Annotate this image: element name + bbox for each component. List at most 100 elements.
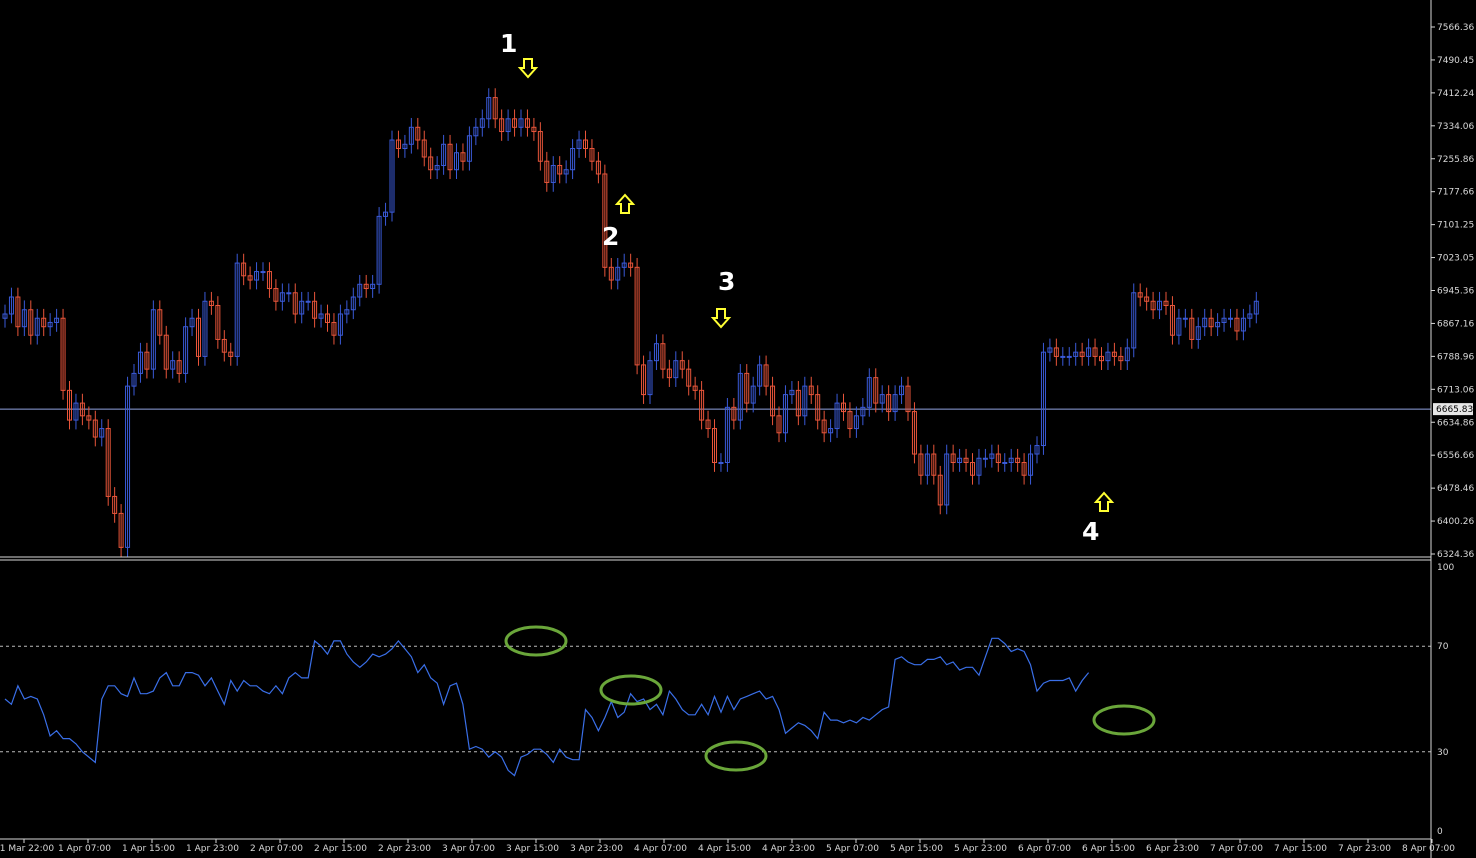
candle-body [286, 292, 292, 295]
candle-body [363, 283, 369, 290]
time-tick-label: 2 Apr 15:00 [314, 844, 367, 854]
candle-body [1144, 296, 1150, 302]
candle-body [550, 164, 556, 183]
candle-body [563, 169, 569, 175]
candle-body [28, 309, 34, 336]
candle-body [1086, 347, 1092, 357]
candle-body [1092, 347, 1098, 357]
candle-body [1079, 351, 1085, 357]
candle-body [247, 275, 253, 281]
candle-body [647, 360, 653, 396]
candle-body [196, 317, 201, 357]
candle-body [660, 343, 666, 370]
time-tick-label: 7 Apr 15:00 [1274, 844, 1327, 854]
annotations: 1 2 3 4 [500, 29, 1156, 772]
candle-body [376, 215, 382, 285]
time-tick-label: 6 Apr 23:00 [1146, 844, 1199, 854]
rsi-highlight-circle [504, 625, 568, 657]
annotation-label: 3 [718, 267, 735, 296]
candle-body [1221, 317, 1227, 323]
time-tick-label: 7 Apr 07:00 [1210, 844, 1263, 854]
candle-body [1150, 300, 1156, 311]
rsi-tick-label: 30 [1437, 748, 1449, 758]
candle-body [421, 139, 427, 158]
candle-body [331, 321, 337, 336]
rsi-pane[interactable] [0, 637, 1431, 777]
candle-body [621, 262, 627, 268]
candle-body [1008, 457, 1014, 464]
candle-body [699, 389, 705, 421]
rsi-highlight-circle [704, 740, 768, 772]
candle-body [1105, 351, 1111, 362]
time-tick-label: 5 Apr 15:00 [890, 844, 943, 854]
candle-body [899, 385, 905, 396]
candle-body [686, 368, 692, 387]
candle-body [512, 118, 518, 128]
price-tick-label: 6556.66 [1437, 451, 1474, 461]
candle-body [615, 266, 621, 281]
candle-body [679, 360, 685, 370]
candle-body [279, 292, 285, 302]
time-tick-label: 31 Mar 22:00 [0, 844, 54, 854]
price-tick-label: 7334.06 [1437, 122, 1474, 132]
candle-body [789, 389, 795, 396]
price-tick-label: 7412.24 [1437, 89, 1474, 99]
candle-body [744, 372, 750, 404]
candle-body [628, 262, 634, 268]
candle-body [163, 334, 169, 370]
candle-body [357, 283, 363, 298]
candle-body [318, 313, 324, 319]
candle-body [408, 126, 414, 145]
time-tick-label: 2 Apr 23:00 [378, 844, 431, 854]
candle-body [641, 364, 647, 396]
candle-body [325, 313, 330, 323]
candle-body [963, 457, 969, 464]
candle-body [118, 512, 124, 548]
candle-body [1228, 317, 1233, 320]
candle-body [1189, 317, 1195, 340]
candle-body [583, 139, 588, 150]
annotation-arrow-up [614, 193, 636, 214]
candle-body [608, 266, 614, 281]
candle-body [847, 411, 853, 430]
candle-body [944, 453, 950, 506]
candle-body [266, 271, 272, 290]
time-tick-label: 6 Apr 07:00 [1018, 844, 1071, 854]
candle-body [99, 428, 105, 438]
candle-body [176, 360, 182, 374]
candle-body [402, 143, 408, 150]
candle-body [466, 135, 472, 162]
time-tick-label: 1 Apr 23:00 [186, 844, 239, 854]
candle-body [1047, 347, 1053, 353]
time-tick-label: 3 Apr 07:00 [442, 844, 495, 854]
candle-body [1021, 462, 1027, 476]
candle-body [892, 394, 898, 413]
candle-body [454, 152, 459, 171]
candle-body [1131, 292, 1137, 349]
candle-body [1118, 355, 1124, 362]
candle-body [1073, 351, 1079, 357]
candle-body [492, 97, 498, 120]
candle-body [931, 453, 937, 476]
annotation-label: 4 [1082, 517, 1099, 546]
candle-body [821, 419, 827, 434]
rsi-tick-label: 0 [1437, 827, 1443, 837]
candle-body [808, 385, 814, 396]
candle-body [705, 419, 711, 430]
candle-body [518, 118, 524, 128]
price-pane[interactable] [0, 88, 1431, 557]
price-tick-label: 6713.06 [1437, 385, 1474, 395]
candle-body [292, 292, 298, 315]
candle-body [1124, 347, 1130, 362]
candle-body [228, 351, 234, 357]
time-tick-label: 6 Apr 15:00 [1082, 844, 1135, 854]
candle-body [1157, 300, 1163, 311]
candle-body [557, 164, 563, 175]
candle-body [415, 126, 421, 141]
candle-body [937, 474, 943, 506]
annotation-arrow-up [1093, 491, 1115, 512]
candle-body [544, 160, 550, 183]
candle-body [208, 300, 214, 307]
candle-body [866, 377, 872, 408]
candle-body [589, 148, 595, 162]
